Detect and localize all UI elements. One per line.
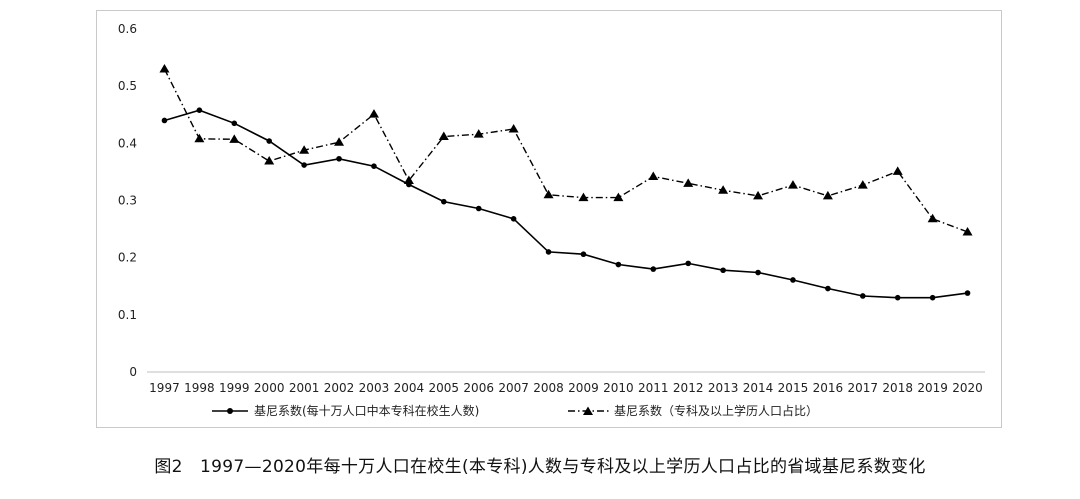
x-tick-label: 2006 [463, 381, 494, 395]
x-tick-label: 2007 [498, 381, 529, 395]
data-point [964, 290, 971, 296]
legend-swatch-marker-0 [227, 408, 233, 414]
x-tick-label: 1998 [184, 381, 215, 395]
x-tick-label: 2020 [952, 381, 983, 395]
series-0 [161, 107, 971, 301]
series-1 [159, 64, 973, 236]
data-point [475, 205, 482, 212]
data-point [650, 266, 657, 272]
x-tick-label: 2015 [778, 381, 809, 395]
data-point [194, 133, 205, 143]
data-point [894, 294, 901, 301]
data-point [859, 293, 866, 299]
series-layer [159, 64, 973, 301]
data-point [403, 175, 414, 184]
data-point [613, 192, 624, 202]
x-tick-label: 2017 [848, 381, 879, 395]
x-tick-label: 2010 [603, 381, 634, 395]
data-point [825, 285, 831, 292]
chart-frame: 0 0.1 0.2 0.3 0.4 0.5 0.6 1997 1998 1999 2000 2001… [96, 10, 1002, 428]
legend-label-0: 基尼系数(每十万人口中本专科在校生人数) [254, 403, 479, 418]
data-point [962, 226, 973, 236]
x-tick-label: 2016 [813, 381, 844, 395]
legend-item-0: 基尼系数(每十万人口中本专科在校生人数) [212, 403, 479, 418]
data-point [508, 124, 519, 133]
data-point [545, 249, 552, 255]
data-point [648, 171, 659, 180]
x-tick-label: 2009 [568, 381, 599, 395]
data-point [578, 192, 589, 202]
legend-item-1: 基尼系数（专科及以上学历人口占比） [568, 403, 818, 418]
data-point [510, 215, 517, 222]
x-tick-label: 2004 [394, 381, 425, 395]
data-point [368, 109, 379, 118]
data-point [440, 198, 447, 205]
data-point [790, 277, 796, 283]
x-tick-label: 2005 [429, 381, 460, 395]
x-tick-label: 1999 [219, 381, 250, 395]
line-chart: 0 0.1 0.2 0.3 0.4 0.5 0.6 1997 1998 1999 2000 2001… [118, 22, 985, 418]
x-tick-label: 2011 [638, 381, 669, 395]
y-tick-label: 0.4 [118, 136, 137, 150]
y-tick-label: 0.6 [118, 22, 137, 36]
data-point [438, 131, 449, 140]
x-tick-label: 2014 [743, 381, 774, 395]
x-tick-label: 2018 [882, 381, 913, 395]
x-tick-label: 2000 [254, 381, 285, 395]
data-point [334, 137, 345, 146]
data-point [580, 251, 587, 258]
figure-caption: 图2 1997—2020年每十万人口在校生(本专科)人数与专科及以上学历人口占比… [154, 457, 926, 477]
y-tick-label: 0 [129, 365, 137, 379]
series-line-0 [164, 109, 968, 299]
data-point [473, 129, 484, 138]
x-tick-label: 2019 [917, 381, 948, 395]
data-point [231, 120, 238, 127]
data-point [720, 267, 726, 274]
x-tick-label: 2003 [359, 381, 390, 395]
y-tick-label: 0.2 [118, 251, 137, 265]
data-point [615, 261, 622, 268]
data-point [718, 185, 729, 194]
data-point [159, 64, 170, 73]
y-tick-label: 0.5 [118, 79, 137, 93]
data-point [299, 145, 310, 154]
data-point [892, 166, 903, 175]
data-point [301, 162, 307, 168]
x-tick-label: 1997 [149, 381, 180, 395]
y-tick-label: 0.3 [118, 194, 137, 208]
series-line-1 [163, 68, 968, 233]
data-point [264, 156, 275, 165]
data-point [787, 180, 798, 189]
data-point [685, 260, 692, 267]
data-point [929, 294, 936, 301]
x-tick-label: 2001 [289, 381, 320, 395]
data-point [371, 163, 377, 169]
x-tick-label: 2012 [673, 381, 704, 395]
data-point [822, 190, 833, 200]
data-point [229, 134, 240, 143]
legend-swatch-marker-1 [583, 406, 593, 415]
data-point [196, 107, 203, 113]
data-point [683, 178, 694, 187]
data-point [857, 180, 868, 189]
data-point [755, 269, 761, 276]
x-tick-label: 2013 [708, 381, 739, 395]
data-point [753, 190, 764, 200]
data-point [336, 155, 342, 162]
data-point [266, 138, 273, 144]
data-point [161, 117, 168, 124]
x-tick-label: 2002 [324, 381, 355, 395]
legend: 基尼系数(每十万人口中本专科在校生人数) 基尼系数（专科及以上学历人口占比） [212, 403, 818, 418]
data-point [927, 213, 938, 223]
data-point [543, 189, 554, 199]
y-tick-label: 0.1 [118, 308, 137, 322]
legend-label-1: 基尼系数（专科及以上学历人口占比） [614, 403, 818, 418]
x-tick-label: 2008 [533, 381, 564, 395]
y-axis-ticks: 0 0.1 0.2 0.3 0.4 0.5 0.6 [118, 22, 137, 379]
x-axis-ticks: 1997 1998 1999 2000 2001 2002 2003 2004 2005 2006… [149, 381, 983, 395]
